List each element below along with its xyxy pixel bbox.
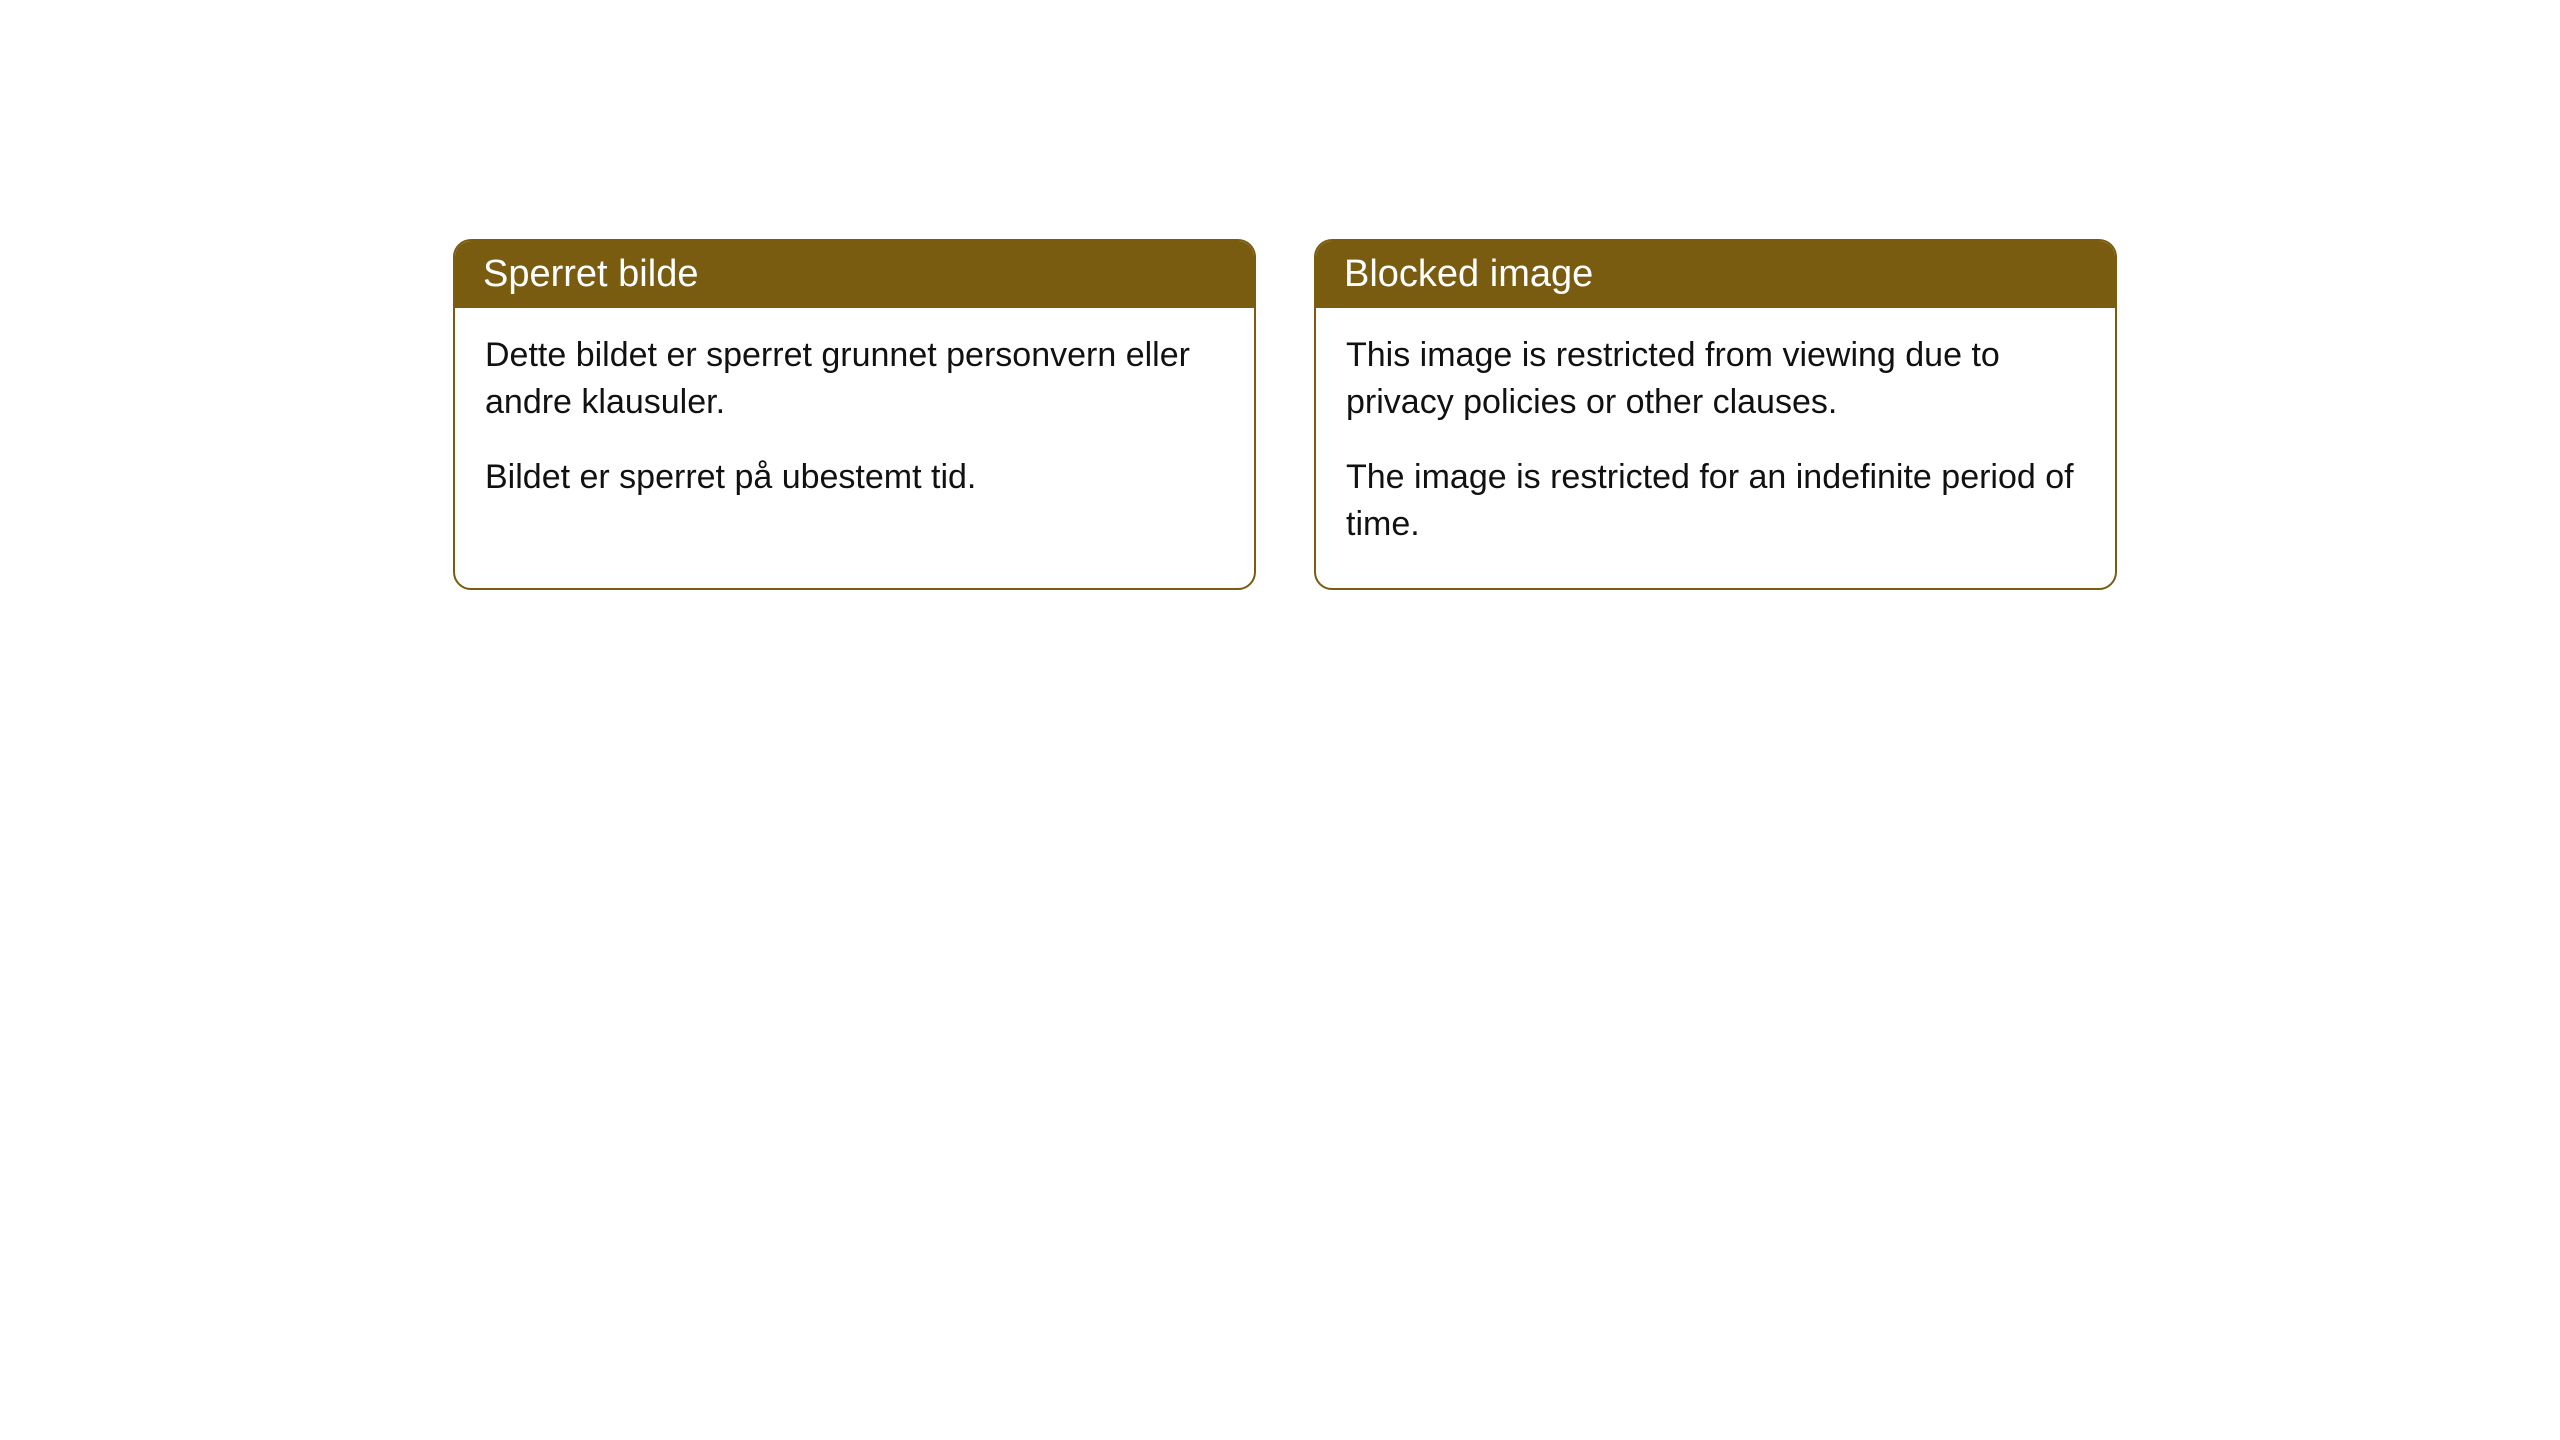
card-body-norwegian: Dette bildet er sperret grunnet personve… [455, 308, 1254, 541]
notice-card-english: Blocked image This image is restricted f… [1314, 239, 2117, 590]
card-title: Blocked image [1344, 253, 1593, 295]
card-paragraph: The image is restricted for an indefinit… [1346, 454, 2085, 548]
card-paragraph: Bildet er sperret på ubestemt tid. [485, 454, 1224, 501]
card-header-english: Blocked image [1316, 241, 2115, 308]
notice-cards-container: Sperret bilde Dette bildet er sperret gr… [453, 239, 2117, 590]
card-paragraph: This image is restricted from viewing du… [1346, 332, 2085, 426]
card-header-norwegian: Sperret bilde [455, 241, 1254, 308]
notice-card-norwegian: Sperret bilde Dette bildet er sperret gr… [453, 239, 1256, 590]
card-paragraph: Dette bildet er sperret grunnet personve… [485, 332, 1224, 426]
card-title: Sperret bilde [483, 253, 698, 295]
card-body-english: This image is restricted from viewing du… [1316, 308, 2115, 588]
